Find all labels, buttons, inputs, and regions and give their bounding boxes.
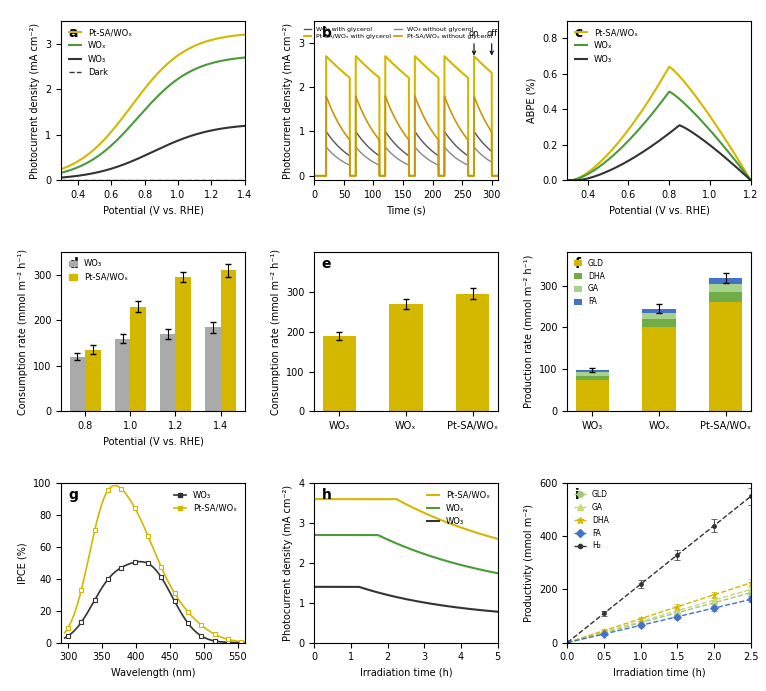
Y-axis label: Consumption rate (mmol m⁻² h⁻¹): Consumption rate (mmol m⁻² h⁻¹)	[18, 249, 28, 415]
Text: a: a	[69, 26, 78, 39]
Bar	[576, 376, 609, 380]
Text: c: c	[574, 26, 583, 39]
Text: on: on	[469, 29, 480, 55]
Legend: WO₃, Pt-SA/WOₓ: WO₃, Pt-SA/WOₓ	[65, 256, 131, 285]
Y-axis label: Photocurrent density (mA cm⁻²): Photocurrent density (mA cm⁻²)	[283, 485, 293, 641]
Legend: GLD, GA, DHA, FA, H₂: GLD, GA, DHA, FA, H₂	[571, 487, 612, 553]
Text: g: g	[69, 488, 78, 502]
Text: i: i	[574, 488, 579, 502]
Bar	[643, 328, 676, 411]
X-axis label: Potential (V vs. RHE): Potential (V vs. RHE)	[103, 437, 204, 446]
Bar	[576, 380, 609, 411]
X-axis label: Time (s): Time (s)	[386, 205, 426, 216]
Bar	[643, 313, 676, 319]
Bar	[322, 336, 356, 411]
Bar	[709, 292, 742, 302]
Bar	[130, 307, 146, 411]
Y-axis label: Photocurrent density (mA cm⁻²): Photocurrent density (mA cm⁻²)	[283, 22, 293, 178]
Legend: WO₃, Pt-SA/WOₓ: WO₃, Pt-SA/WOₓ	[171, 487, 241, 516]
Legend: Pt-SA/WOₓ, WOₓ, WO₃, Dark: Pt-SA/WOₓ, WOₓ, WO₃, Dark	[65, 25, 136, 80]
Bar	[709, 278, 742, 284]
Legend: Pt-SA/WOₓ, WOₓ, WO₃: Pt-SA/WOₓ, WOₓ, WO₃	[571, 25, 641, 67]
Bar	[221, 270, 236, 411]
Text: e: e	[322, 257, 331, 271]
Y-axis label: Consumption rate (mmol m⁻² h⁻¹): Consumption rate (mmol m⁻² h⁻¹)	[270, 249, 280, 415]
Bar	[70, 357, 85, 411]
Bar	[643, 319, 676, 328]
Y-axis label: ABPE (%): ABPE (%)	[527, 78, 537, 123]
Bar	[205, 327, 221, 411]
Bar	[160, 334, 175, 411]
Text: d: d	[69, 257, 78, 271]
X-axis label: Potential (V vs. RHE): Potential (V vs. RHE)	[103, 205, 204, 216]
Y-axis label: Production rate (mmol m⁻² h⁻¹): Production rate (mmol m⁻² h⁻¹)	[523, 255, 534, 408]
Bar	[115, 339, 130, 411]
Bar	[389, 304, 423, 411]
Bar	[85, 350, 101, 411]
Legend: WO₃ with glycerol, Pt-SA/WOₓ with glycerol, WO₃ without glycerol, Pt-SA/WOₓ with: WO₃ with glycerol, Pt-SA/WOₓ with glycer…	[301, 24, 495, 41]
Bar	[709, 302, 742, 411]
Bar	[456, 294, 489, 411]
Bar	[576, 370, 609, 372]
Text: off: off	[486, 29, 497, 55]
X-axis label: Irradiation time (h): Irradiation time (h)	[360, 668, 452, 678]
Bar	[643, 309, 676, 313]
X-axis label: Potential (V vs. RHE): Potential (V vs. RHE)	[608, 205, 709, 216]
Y-axis label: Productivity (mmol m⁻²): Productivity (mmol m⁻²)	[523, 504, 534, 622]
Bar	[576, 372, 609, 376]
Bar	[175, 277, 192, 411]
X-axis label: Irradiation time (h): Irradiation time (h)	[613, 668, 705, 678]
Y-axis label: Photocurrent density (mA cm⁻²): Photocurrent density (mA cm⁻²)	[30, 22, 40, 178]
Text: h: h	[322, 488, 332, 502]
Text: b: b	[322, 26, 332, 39]
Legend: GLD, DHA, GA, FA: GLD, DHA, GA, FA	[571, 256, 608, 310]
Text: f: f	[574, 257, 581, 271]
Legend: Pt-SA/WOₓ, WOₓ, WO₃: Pt-SA/WOₓ, WOₓ, WO₃	[424, 487, 493, 529]
Bar	[709, 284, 742, 292]
Y-axis label: IPCE (%): IPCE (%)	[18, 542, 28, 584]
X-axis label: Wavelength (nm): Wavelength (nm)	[111, 668, 195, 678]
